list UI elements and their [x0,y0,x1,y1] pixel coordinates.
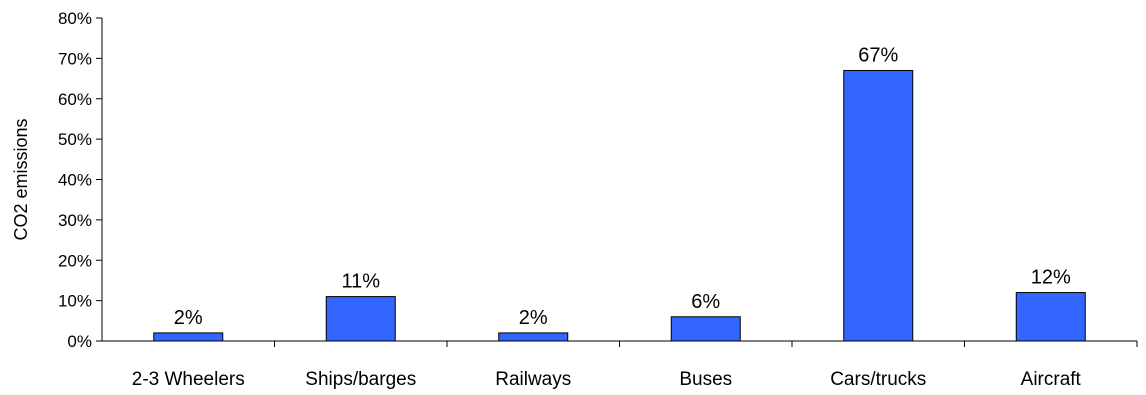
x-axis-labels: 2-3 Wheelers Ships/barges Railways Buses Car… [132,369,1082,390]
y-tick-label: 80% [58,9,92,28]
bar [1015,292,1086,342]
x-category-label: Aircraft [1021,369,1082,390]
bar [498,332,569,342]
x-category-label: 2-3 Wheelers [132,369,245,390]
y-tick-label: 20% [58,251,92,270]
y-tick-label: 30% [58,211,92,230]
bars: 2% 11% 2% 6% 67% 12% [153,44,1086,342]
x-category-label: Railways [495,369,571,390]
data-label: 2% [519,307,548,329]
data-label: 11% [341,271,380,293]
axes [101,18,1138,347]
bar [153,332,224,342]
x-category-label: Cars/trucks [830,369,926,390]
x-category-label: Ships/barges [305,369,416,390]
bar [325,296,396,342]
data-label: 67% [858,44,898,66]
x-category-label: Buses [679,369,732,390]
y-tick-label: 10% [58,292,92,311]
bar [843,69,914,342]
y-tick-label: 0% [67,332,92,351]
y-tick-label: 50% [58,130,92,149]
data-label: 12% [1031,267,1071,289]
y-tick-label: 70% [58,49,92,68]
bar [670,316,741,342]
y-axis-title: CO2 emissions [11,118,31,240]
data-label: 2% [174,307,203,329]
y-axis-ticks: 0% 10% 20% 30% 40% 50% 60% 70% 80% [58,9,102,351]
data-label: 6% [691,291,720,313]
y-tick-label: 40% [58,171,92,190]
y-tick-label: 60% [58,90,92,109]
